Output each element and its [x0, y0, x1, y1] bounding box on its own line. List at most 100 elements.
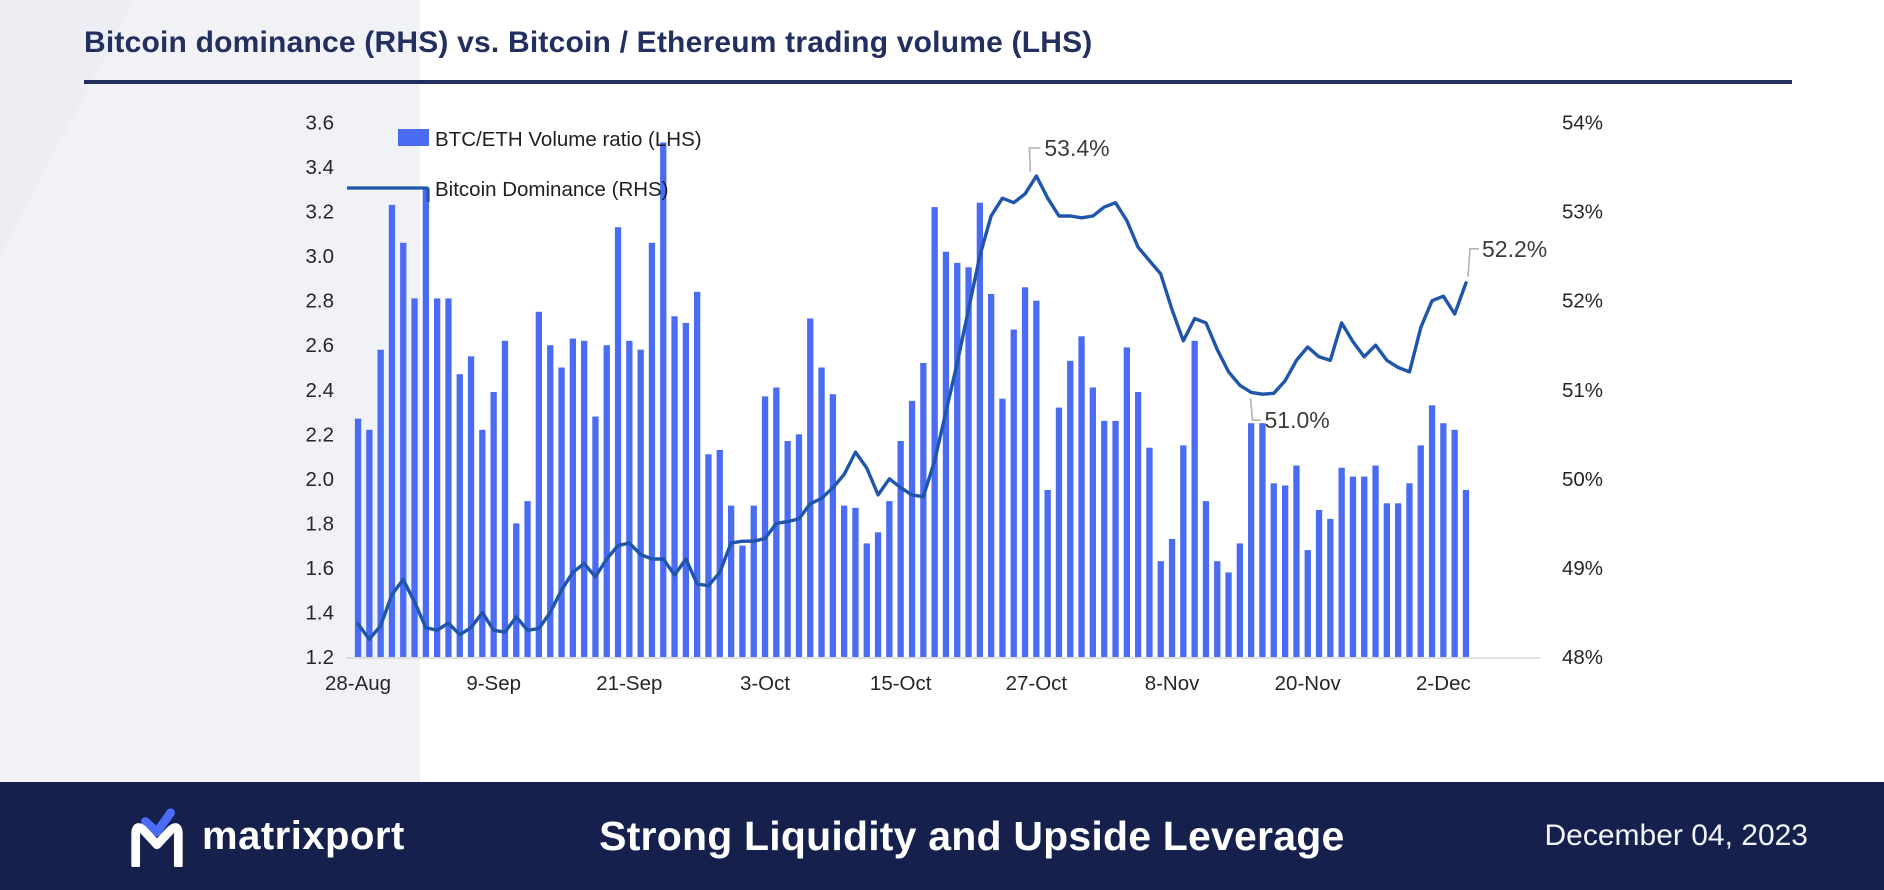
volume-bar: [603, 345, 610, 657]
volume-bar: [1361, 476, 1368, 657]
volume-bar: [999, 398, 1006, 657]
svg-text:Bitcoin Dominance (RHS): Bitcoin Dominance (RHS): [435, 178, 669, 201]
volume-bar: [1123, 347, 1130, 657]
volume-bar: [976, 202, 983, 657]
volume-bar: [671, 316, 678, 657]
volume-bar: [592, 416, 599, 657]
volume-bar: [1191, 340, 1198, 657]
page-title: Bitcoin dominance (RHS) vs. Bitcoin / Et…: [84, 26, 1093, 59]
volume-bars: [354, 142, 1470, 658]
volume-bar: [569, 338, 576, 657]
volume-bar: [1214, 561, 1221, 657]
volume-bar: [682, 322, 689, 657]
svg-text:3-Oct: 3-Oct: [740, 672, 790, 695]
volume-bar: [648, 242, 656, 658]
volume-bar: [931, 207, 938, 657]
title-underline: [84, 80, 1792, 84]
volume-bar: [1440, 423, 1447, 657]
volume-bar: [501, 340, 509, 657]
svg-text:15-Oct: 15-Oct: [870, 672, 932, 695]
volume-bar: [445, 298, 452, 657]
svg-text:1.2: 1.2: [306, 646, 335, 669]
volume-bar: [1236, 543, 1243, 657]
volume-bar: [637, 349, 644, 657]
matrixport-logo-icon: [131, 808, 183, 867]
svg-text:21-Sep: 21-Sep: [596, 672, 662, 695]
volume-bar: [1089, 387, 1096, 657]
volume-bar: [513, 523, 520, 657]
volume-bar: [1044, 490, 1051, 657]
annotation-connector: [1028, 147, 1041, 172]
volume-bar: [942, 251, 950, 657]
volume-bar: [841, 505, 848, 657]
volume-bar: [852, 507, 859, 657]
volume-bar: [581, 340, 588, 657]
volume-bar: [694, 291, 701, 657]
volume-bar: [1033, 300, 1040, 657]
volume-bar: [1135, 392, 1142, 657]
footer-date: December 04, 2023: [1544, 819, 1809, 852]
svg-text:49%: 49%: [1562, 557, 1603, 580]
svg-text:1.6: 1.6: [306, 557, 335, 580]
annotation-52.2%: 52.2%: [1467, 236, 1547, 277]
brand: matrixport: [126, 805, 405, 867]
volume-bar: [761, 396, 769, 657]
annotation-connector: [1249, 398, 1261, 422]
volume-bar: [479, 429, 486, 657]
footer-headline: Strong Liquidity and Upside Leverage: [599, 812, 1345, 859]
svg-text:2-Dec: 2-Dec: [1416, 672, 1471, 695]
volume-bar: [1157, 561, 1164, 657]
volume-bar: [1338, 467, 1345, 657]
volume-bar: [1395, 503, 1402, 657]
volume-bar: [920, 363, 927, 657]
volume-bar: [1451, 429, 1458, 657]
volume-bar: [434, 298, 441, 657]
volume-bar: [897, 441, 904, 657]
volume-bar: [705, 454, 712, 657]
volume-bar: [807, 318, 814, 657]
volume-bar: [1462, 490, 1470, 657]
svg-text:28-Aug: 28-Aug: [325, 672, 391, 695]
svg-text:54%: 54%: [1562, 112, 1603, 135]
volume-bar: [467, 356, 475, 657]
annotation-connector: [1467, 248, 1479, 277]
volume-bar: [660, 142, 667, 657]
volume-bar: [728, 505, 735, 657]
volume-bar: [1248, 423, 1255, 657]
svg-text:48%: 48%: [1562, 646, 1603, 669]
svg-text:51.0%: 51.0%: [1264, 407, 1329, 433]
volume-bar: [1315, 510, 1323, 657]
svg-text:2.2: 2.2: [306, 423, 335, 446]
svg-text:3.6: 3.6: [306, 112, 335, 135]
volume-bar: [863, 543, 870, 657]
volume-bar: [547, 345, 554, 657]
legend-bar-swatch-icon: [398, 129, 429, 146]
volume-bar: [1225, 572, 1232, 657]
svg-text:1.4: 1.4: [306, 601, 335, 624]
volume-bar: [354, 418, 362, 657]
svg-text:1.8: 1.8: [306, 512, 335, 535]
volume-bar: [739, 545, 746, 657]
volume-bar: [422, 187, 429, 657]
svg-text:20-Nov: 20-Nov: [1275, 672, 1342, 695]
volume-bar: [388, 204, 396, 657]
dominance-line: [356, 174, 1468, 641]
volume-bar: [490, 392, 497, 657]
x-axis-labels: 28-Aug 9-Sep 21-Sep 3-Oct 15-Oct 27-Oct 8-Nov 2…: [325, 672, 1471, 695]
volume-bar: [784, 441, 791, 657]
volume-bar: [1417, 445, 1424, 657]
volume-bar: [1180, 445, 1187, 657]
volume-bar: [1428, 405, 1436, 657]
svg-text:9-Sep: 9-Sep: [466, 672, 521, 695]
volume-bar: [988, 294, 995, 657]
volume-bar: [1078, 336, 1085, 657]
volume-bar: [716, 449, 723, 657]
volume-bar: [954, 262, 961, 657]
svg-text:8-Nov: 8-Nov: [1145, 672, 1200, 695]
y-axis-left-labels: 3.6 3.4 3.2 3.0 2.8 2.6 2.4 2.2 2.0 1.8 1.6 1.4 1.2: [306, 112, 335, 670]
svg-text:2.6: 2.6: [306, 334, 335, 357]
volume-bar: [1349, 476, 1357, 657]
volume-bar: [626, 340, 633, 657]
volume-bar: [400, 242, 407, 658]
